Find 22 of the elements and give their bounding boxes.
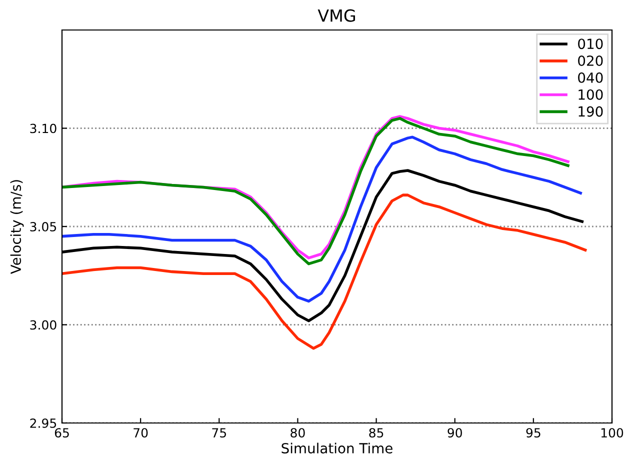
x-tick-label: 75 [212,428,226,438]
line-series [62,194,587,350]
y-tick-label: 3.10 [30,124,56,134]
x-tick-label: 100 [601,428,624,438]
legend-label: 100 [578,89,603,100]
x-tick-label: 85 [369,428,384,438]
legend-label: 020 [578,55,603,66]
y-axis-title: Velocity (m/s) [10,180,24,274]
x-tick-label: 70 [134,428,148,438]
x-axis-title: Simulation Time [282,442,392,454]
y-tick-label: 2.95 [30,418,56,428]
x-tick-label: 65 [54,428,69,438]
x-tick-label: 80 [290,428,305,438]
legend-label: 010 [578,38,603,50]
line-series [62,136,582,303]
legend-label: 040 [578,72,603,83]
x-tick-label: 95 [526,428,540,438]
y-tick-label: 3.00 [30,320,56,330]
chart-title: VMG [318,9,355,22]
x-tick-label: 90 [448,428,462,438]
y-tick-label: 3.05 [30,222,56,232]
legend-label: 190 [578,106,603,117]
